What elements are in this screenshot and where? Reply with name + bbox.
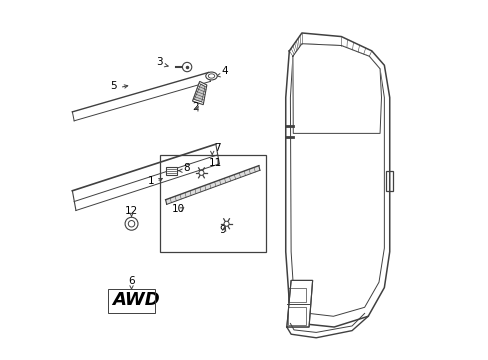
Circle shape (224, 221, 228, 226)
Text: 3: 3 (156, 57, 163, 67)
Circle shape (125, 217, 138, 230)
Bar (287, 288, 305, 302)
Text: 1: 1 (147, 176, 154, 186)
Bar (160, 155, 265, 252)
Text: 4: 4 (221, 66, 227, 76)
Polygon shape (194, 84, 204, 102)
Text: 5: 5 (110, 81, 117, 91)
Ellipse shape (205, 72, 217, 80)
Text: 6: 6 (128, 276, 135, 286)
Bar (386, 171, 392, 191)
Bar (287, 307, 305, 325)
Bar (166, 167, 177, 175)
Polygon shape (292, 44, 381, 134)
Text: 2: 2 (192, 102, 199, 112)
Polygon shape (165, 166, 260, 204)
Text: 7: 7 (214, 143, 220, 153)
Text: 11: 11 (208, 158, 222, 168)
Polygon shape (192, 81, 206, 105)
Text: 9: 9 (219, 225, 225, 235)
Polygon shape (286, 280, 312, 327)
Circle shape (182, 62, 191, 72)
Circle shape (128, 221, 135, 227)
Text: 12: 12 (124, 206, 138, 216)
Text: AWD: AWD (112, 291, 159, 309)
Text: 10: 10 (172, 203, 185, 213)
Circle shape (199, 170, 203, 175)
Text: 8: 8 (183, 163, 189, 173)
Ellipse shape (208, 74, 214, 78)
